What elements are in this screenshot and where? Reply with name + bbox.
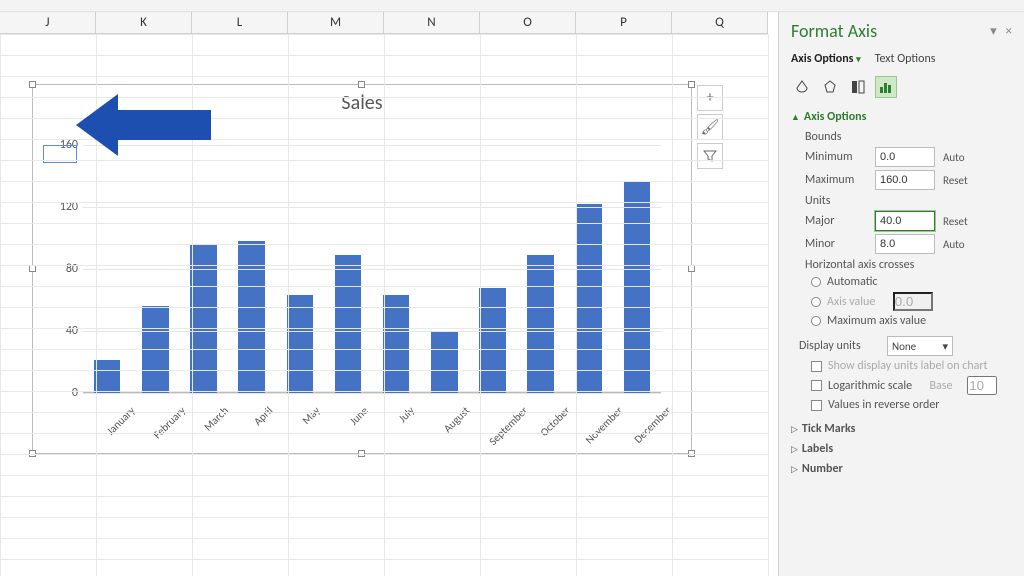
bar[interactable]	[431, 331, 457, 393]
tab-axis-options[interactable]: Axis Options ▾	[791, 52, 861, 66]
col-header[interactable]: M	[288, 12, 384, 34]
radio-max-axis-value[interactable]: Maximum axis value	[811, 314, 1012, 328]
chk-log-scale[interactable]: Logarithmic scale Base	[811, 376, 1012, 395]
panel-title-text: Format Axis	[791, 20, 877, 42]
axis-options-icon[interactable]	[875, 76, 897, 98]
axis-value-input	[893, 292, 933, 311]
section-number[interactable]: ▷Number	[791, 462, 1012, 476]
bounds-label: Bounds	[805, 130, 1012, 144]
major-input[interactable]	[875, 211, 935, 231]
size-properties-icon[interactable]	[847, 76, 869, 98]
x-tick-label: December	[631, 404, 703, 476]
x-axis-labels: JanuaryFebruaryMarchAprilMayJuneJulyAugu…	[83, 396, 661, 451]
chart-filter-button[interactable]	[697, 143, 723, 169]
minimum-input[interactable]	[875, 147, 935, 167]
panel-title: Format Axis ▾ ×	[791, 20, 1012, 42]
title-bar-strip	[0, 0, 1024, 12]
major-label: Major	[805, 214, 867, 228]
radio-axis-value[interactable]: Axis value	[811, 292, 1012, 311]
minor-auto-button[interactable]: Auto	[943, 238, 965, 251]
col-header[interactable]: L	[192, 12, 288, 34]
tab-text-options[interactable]: Text Options	[875, 52, 936, 66]
selection-handle[interactable]	[29, 81, 36, 88]
section-labels[interactable]: ▷Labels	[791, 442, 1012, 456]
row-display-units: Display units None▾	[799, 336, 1012, 356]
selection-handle[interactable]	[358, 81, 365, 88]
radio-automatic[interactable]: Automatic	[811, 275, 1012, 289]
row-minor: Minor Auto	[805, 234, 1012, 254]
panel-tabs: Axis Options ▾ Text Options	[791, 52, 1012, 66]
row-major: Major Reset	[805, 211, 1012, 231]
y-tick-label: 40	[43, 324, 78, 338]
bar[interactable]	[287, 295, 313, 393]
column-headers: J K L M N O P Q	[0, 12, 768, 34]
bar[interactable]	[94, 360, 120, 393]
crosses-label: Horizontal axis crosses	[805, 258, 1012, 272]
chart-plot-area[interactable]: 04080120160	[83, 145, 661, 393]
maximum-input[interactable]	[875, 170, 935, 190]
fill-line-icon[interactable]	[791, 76, 813, 98]
chk-reverse-order[interactable]: Values in reverse order	[811, 398, 1012, 412]
bar[interactable]	[383, 295, 409, 393]
maximum-label: Maximum	[805, 173, 867, 187]
section-axis-options[interactable]: ▲Axis Options	[791, 110, 1012, 124]
chart-add-element-button[interactable]: +	[697, 85, 723, 111]
minimum-label: Minimum	[805, 150, 867, 164]
selection-handle[interactable]	[688, 81, 695, 88]
section-tick-marks[interactable]: ▷Tick Marks	[791, 422, 1012, 436]
col-header[interactable]: N	[384, 12, 480, 34]
maximum-reset-button[interactable]: Reset	[943, 174, 968, 187]
bar[interactable]	[576, 204, 602, 393]
bar[interactable]	[527, 255, 553, 393]
col-header[interactable]: J	[0, 12, 96, 34]
col-header[interactable]: P	[576, 12, 672, 34]
selection-handle[interactable]	[688, 265, 695, 272]
selection-handle[interactable]	[29, 265, 36, 272]
effects-icon[interactable]	[819, 76, 841, 98]
display-units-select[interactable]: None▾	[887, 336, 953, 356]
col-header[interactable]: O	[480, 12, 576, 34]
minor-label: Minor	[805, 237, 867, 251]
panel-dropdown-icon[interactable]: ▾	[990, 24, 997, 39]
format-axis-panel: Format Axis ▾ × Axis Options ▾ Text Opti…	[778, 12, 1024, 576]
y-tick-label: 0	[43, 386, 78, 400]
units-label: Units	[805, 194, 1012, 208]
panel-close-icon[interactable]: ×	[1006, 24, 1012, 39]
col-header[interactable]: Q	[672, 12, 768, 34]
panel-icon-row	[791, 76, 1012, 98]
chk-show-display-units: Show display units label on chart	[811, 359, 1012, 373]
col-header[interactable]: K	[96, 12, 192, 34]
bar[interactable]	[479, 288, 505, 393]
bar[interactable]	[335, 255, 361, 393]
minor-input[interactable]	[875, 234, 935, 254]
row-minimum: Minimum Auto	[805, 147, 1012, 167]
log-base-input	[967, 376, 997, 395]
row-maximum: Maximum Reset	[805, 170, 1012, 190]
display-units-label: Display units	[799, 339, 879, 353]
major-reset-button[interactable]: Reset	[943, 215, 968, 228]
minimum-auto-button[interactable]: Auto	[943, 151, 965, 164]
